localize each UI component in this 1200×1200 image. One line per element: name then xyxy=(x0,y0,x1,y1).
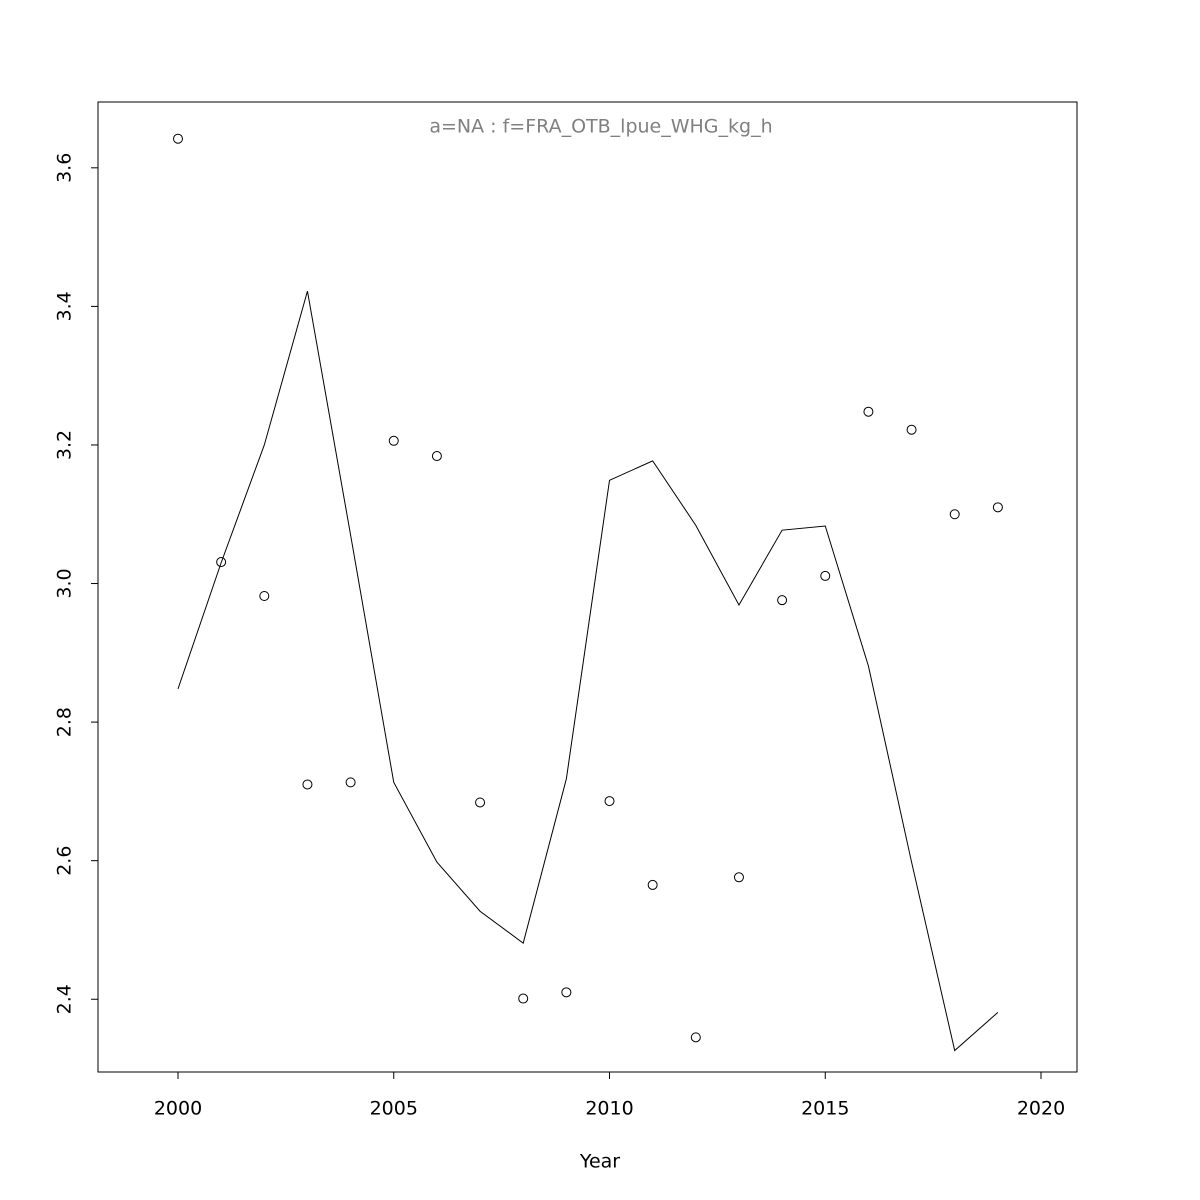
point xyxy=(733,872,744,883)
point xyxy=(906,424,917,435)
y-tick-label: 3.6 xyxy=(54,153,76,183)
point xyxy=(690,1032,701,1043)
point xyxy=(949,509,960,520)
point xyxy=(475,797,486,808)
point xyxy=(777,595,788,606)
x-tick-label: 2015 xyxy=(801,1098,849,1120)
y-tick-label: 3.4 xyxy=(54,291,76,321)
plot-box xyxy=(97,101,1078,1073)
line xyxy=(177,291,999,1052)
point xyxy=(431,451,442,462)
point xyxy=(992,502,1003,513)
x-tick-label: 2000 xyxy=(154,1098,202,1120)
point xyxy=(302,779,313,790)
y-tick-label: 3.0 xyxy=(54,568,76,598)
point xyxy=(173,133,184,144)
point xyxy=(259,591,270,602)
point xyxy=(216,557,227,568)
x-tick-label: 2020 xyxy=(1017,1098,1065,1120)
point xyxy=(647,879,658,890)
y-tick-label: 3.2 xyxy=(54,430,76,460)
point xyxy=(604,796,615,807)
y-tick-label: 2.8 xyxy=(54,707,76,737)
x-axis-label: Year xyxy=(579,1151,620,1173)
x-tick-label: 2010 xyxy=(585,1098,633,1120)
point xyxy=(345,777,356,788)
x-tick-label: 2005 xyxy=(370,1098,418,1120)
chart-title: a=NA : f=FRA_OTB_lpue_WHG_kg_h xyxy=(429,116,772,138)
point xyxy=(518,993,529,1004)
point xyxy=(820,570,831,581)
point xyxy=(863,406,874,417)
point xyxy=(388,435,399,446)
y-tick-label: 2.4 xyxy=(54,984,76,1014)
y-tick-label: 2.6 xyxy=(54,846,76,876)
point xyxy=(561,987,572,998)
